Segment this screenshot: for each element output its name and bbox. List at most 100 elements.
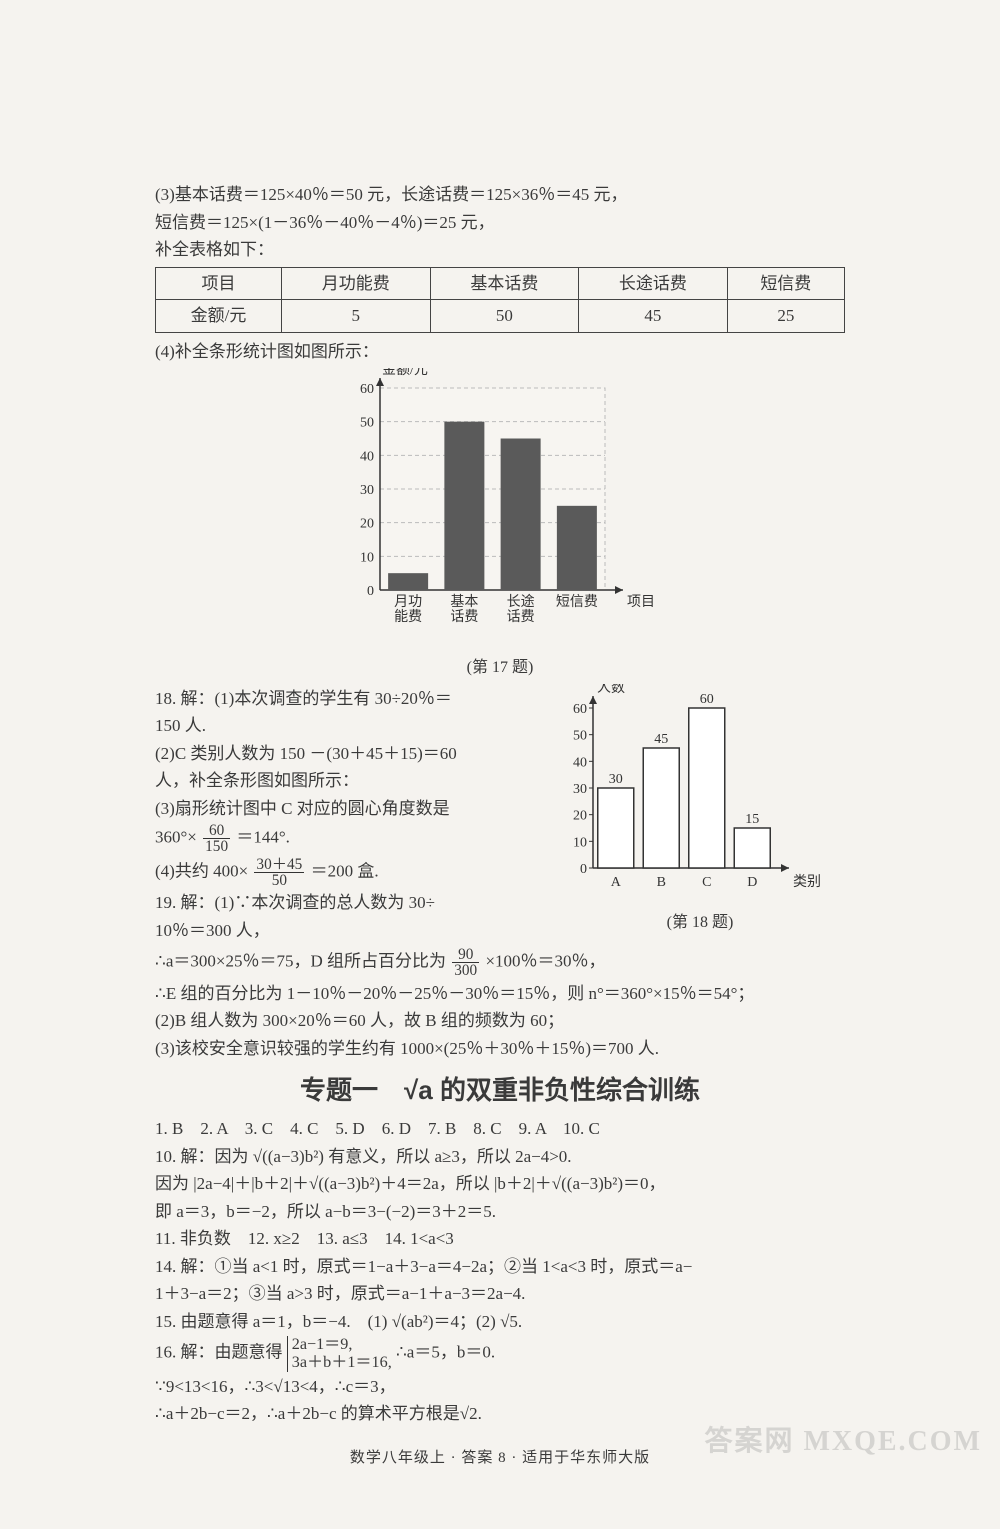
text-line: (3)基本话费＝125×40％＝50 元，长途话费＝125×36％＝45 元，: [155, 182, 845, 208]
text-line: 15. 由题意得 a＝1，b＝−4. (1) √(ab²)＝4；(2) √5.: [155, 1309, 845, 1335]
svg-text:30: 30: [609, 772, 623, 787]
table-header: 短信费: [727, 267, 844, 300]
svg-text:40: 40: [360, 449, 374, 464]
eq-line: 3a＋b＋1＝16,: [292, 1354, 392, 1372]
frac-den: 300: [452, 963, 479, 978]
svg-text:40: 40: [573, 755, 587, 770]
text-line: ∵9<13<16，∴3<√13<4，∴c＝3，: [155, 1374, 845, 1400]
svg-text:20: 20: [360, 517, 374, 532]
svg-text:50: 50: [573, 728, 587, 743]
text-line: 人，补全条形图如图所示：: [155, 768, 545, 794]
table-header: 长途话费: [579, 267, 728, 300]
svg-text:能费: 能费: [394, 609, 422, 625]
svg-text:话费: 话费: [450, 609, 478, 625]
table-cell: 50: [430, 300, 579, 333]
text-span: ∴a＝300×25％＝75，D 组所占百分比为: [155, 952, 446, 971]
svg-text:15: 15: [745, 812, 759, 827]
svg-text:30: 30: [360, 483, 374, 498]
text-line: 14. 解：①当 a<1 时，原式＝1−a＋3−a＝4−2a；②当 1<a<3 …: [155, 1254, 845, 1280]
text-line: 10％＝300 人，: [155, 918, 545, 944]
svg-text:短信费: 短信费: [556, 594, 598, 610]
eq-line: 2a−1＝9,: [292, 1336, 392, 1354]
text-line: (3)该校安全意识较强的学生约有 1000×(25％＋30％＋15％)＝700 …: [155, 1036, 845, 1062]
text-span: (4)共约 400×: [155, 861, 248, 880]
fraction: 90 300: [450, 947, 481, 979]
svg-text:60: 60: [360, 382, 374, 397]
text-line: 1. B 2. A 3. C 4. C 5. D 6. D 7. B 8. C …: [155, 1116, 845, 1142]
chart-17-caption: (第 17 题): [155, 656, 845, 680]
svg-text:基本: 基本: [450, 593, 478, 610]
table-cell: 5: [282, 300, 431, 333]
text-line: 18. 解：(1)本次调查的学生有 30÷20％＝: [155, 686, 545, 712]
page-content: (3)基本话费＝125×40％＝50 元，长途话费＝125×36％＝45 元， …: [0, 0, 1000, 1529]
table-row: 金额/元 5 50 45 25: [156, 300, 845, 333]
text-line: 因为 |2a−4|＋|b＋2|＋√((a−3)b²)＋4＝2a，所以 |b＋2|…: [155, 1171, 845, 1197]
svg-text:30: 30: [573, 782, 587, 797]
table-cell: 45: [579, 300, 728, 333]
svg-text:C: C: [702, 875, 711, 890]
svg-text:月功: 月功: [394, 594, 422, 610]
text-line: (2)C 类别人数为 150 －(30＋45＋15)＝60: [155, 741, 545, 767]
frac-num: 90: [452, 947, 479, 963]
frac-den: 50: [254, 873, 304, 888]
text-line: 19. 解：(1)∵本次调查的总人数为 30÷: [155, 890, 545, 916]
svg-text:金额/元: 金额/元: [382, 368, 428, 378]
frac-num: 30＋45: [254, 857, 304, 873]
text-span: 360°×: [155, 828, 197, 847]
chart-17: 0102030405060月功能费基本话费长途话费短信费金额/元项目: [335, 368, 665, 648]
svg-text:10: 10: [360, 550, 374, 565]
svg-text:0: 0: [367, 584, 374, 599]
section-title: 专题一 √a 的双重非负性综合训练: [155, 1071, 845, 1110]
chart-18-caption: (第 18 题): [555, 911, 845, 935]
text-span: ＝144°.: [236, 828, 290, 847]
text-span: 16. 解：由题意得: [155, 1343, 283, 1362]
chart-17-wrap: 0102030405060月功能费基本话费长途话费短信费金额/元项目 (第 17…: [155, 368, 845, 680]
frac-den: 150: [203, 839, 230, 854]
table-header: 月功能费: [282, 267, 431, 300]
svg-text:话费: 话费: [507, 609, 535, 625]
svg-text:D: D: [747, 875, 757, 890]
text-line: (2)B 组人数为 300×20％＝60 人，故 B 组的频数为 60；: [155, 1008, 845, 1034]
chart-18: 0 10 20 30 40 50 60 30 A 45 B 60 C 15 D 人数类别: [555, 684, 825, 904]
text-line: ∴a＝300×25％＝75，D 组所占百分比为 90 300 ×100％＝30％…: [155, 947, 845, 979]
table-header: 项目: [156, 267, 282, 300]
text-line: 360°× 60 150 ＝144°.: [155, 823, 545, 855]
svg-text:0: 0: [580, 862, 587, 877]
text-line: 16. 解：由题意得 2a−1＝9, 3a＋b＋1＝16, ∴a＝5，b＝0.: [155, 1336, 845, 1372]
text-span: ×100％＝30％，: [485, 952, 605, 971]
svg-text:类别: 类别: [793, 874, 821, 890]
text-line: (4)补全条形统计图如图所示：: [155, 339, 845, 365]
svg-text:长途: 长途: [507, 593, 535, 610]
svg-text:60: 60: [700, 692, 714, 707]
fraction: 60 150: [201, 823, 232, 855]
q18-row: 18. 解：(1)本次调查的学生有 30÷20％＝ 150 人. (2)C 类别…: [155, 684, 845, 946]
table-cell: 25: [727, 300, 844, 333]
fraction: 30＋45 50: [252, 857, 306, 889]
svg-text:50: 50: [360, 416, 374, 431]
text-line: ∴E 组的百分比为 1－10％－20％－25％－30％＝15％，则 n°＝360…: [155, 981, 845, 1007]
table-cell: 金额/元: [156, 300, 282, 333]
text-line: (4)共约 400× 30＋45 50 ＝200 盒.: [155, 857, 545, 889]
footer-text: 数学八年级上 · 答案 8 · 适用于华东师大版: [350, 1450, 650, 1466]
svg-text:60: 60: [573, 702, 587, 717]
text-span: ＝200 盒.: [311, 861, 379, 880]
svg-text:人数: 人数: [597, 684, 625, 696]
text-line: (3)扇形统计图中 C 对应的圆心角度数是: [155, 796, 545, 822]
table-row: 项目 月功能费 基本话费 长途话费 短信费: [156, 267, 845, 300]
text-line: 补全表格如下：: [155, 237, 845, 263]
text-line: 10. 解：因为 √((a−3)b²) 有意义，所以 a≥3，所以 2a−4>0…: [155, 1144, 845, 1170]
table-header: 基本话费: [430, 267, 579, 300]
table-17: 项目 月功能费 基本话费 长途话费 短信费 金额/元 5 50 45 25: [155, 267, 845, 333]
svg-text:项目: 项目: [627, 595, 655, 610]
watermark: 答案网 MXQE.COM: [704, 1419, 982, 1459]
text-line: 即 a＝3，b＝−2，所以 a−b＝3−(−2)＝3＋2＝5.: [155, 1199, 845, 1225]
text-line: 1＋3−a＝2；③当 a>3 时，原式＝a−1＋a−3＝2a−4.: [155, 1281, 845, 1307]
frac-num: 60: [203, 823, 230, 839]
svg-text:B: B: [657, 875, 666, 890]
svg-text:A: A: [611, 875, 622, 890]
svg-text:20: 20: [573, 808, 587, 823]
text-line: 短信费＝125×(1－36％－40％－4％)＝25 元，: [155, 210, 845, 236]
text-line: 150 人.: [155, 713, 545, 739]
svg-text:45: 45: [654, 732, 668, 747]
svg-text:10: 10: [573, 835, 587, 850]
